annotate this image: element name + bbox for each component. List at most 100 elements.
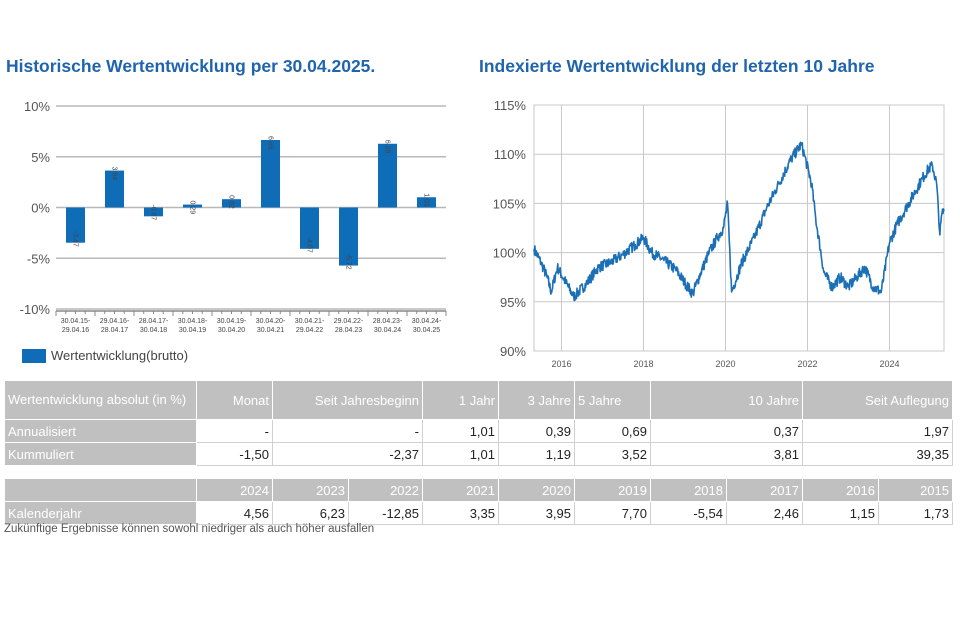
footnote: Zukünftige Ergebnisse können sowohl nied… bbox=[4, 523, 375, 535]
table-header-cell: Wertentwicklung absolut (in %) bbox=[4, 380, 197, 420]
row-label: Annualisiert bbox=[4, 419, 197, 443]
table-header-cell: 1 Jahr bbox=[422, 380, 499, 420]
bar-value-label: 1.01 bbox=[423, 193, 430, 207]
y-tick-label: 115% bbox=[494, 98, 527, 113]
bar-value-label: -0.87 bbox=[150, 204, 157, 220]
line-chart-title: Indexierte Wertentwicklung der letzten 1… bbox=[479, 56, 875, 76]
y-tick-label: 5% bbox=[31, 150, 50, 165]
x-tick-label: 30.04.20 bbox=[218, 327, 245, 334]
bar-value-label: -3.47 bbox=[72, 231, 79, 247]
x-tick-label: 28.04.23- bbox=[373, 318, 403, 325]
bar-value-label: 0.29 bbox=[189, 201, 196, 215]
bar bbox=[339, 207, 358, 266]
table-cell: 3,95 bbox=[498, 501, 575, 525]
table-header-cell: Seit Jahresbeginn bbox=[272, 380, 423, 420]
table-row: Kummuliert -1,50 -2,37 1,01 1,19 3,52 3,… bbox=[4, 442, 953, 466]
y-tick-label: -5% bbox=[27, 251, 51, 266]
table-cell: 0,69 bbox=[574, 419, 651, 443]
y-tick-label: 10% bbox=[24, 99, 50, 114]
x-tick-label: 29.04.22- bbox=[334, 318, 364, 325]
plot-frame bbox=[533, 104, 945, 352]
y-tick-label: 95% bbox=[500, 295, 526, 310]
table-cell: 1,19 bbox=[498, 442, 575, 466]
row-label: Kummuliert bbox=[4, 442, 197, 466]
table-header-cell: 2024 bbox=[196, 478, 273, 502]
x-tick-label: 30.04.21- bbox=[295, 318, 325, 325]
x-tick-label: 30.04.21 bbox=[257, 327, 284, 334]
bar-chart-legend: Wertentwicklung(brutto) bbox=[22, 348, 188, 363]
series-line bbox=[533, 141, 945, 302]
table-header-cell: 2016 bbox=[802, 478, 879, 502]
bar bbox=[222, 199, 241, 208]
table-header-cell: 2020 bbox=[498, 478, 575, 502]
line-chart: 115% 110% 105% 100% 95% 90% 2016 2018 2020 2022 20… bbox=[493, 98, 945, 369]
table-header-cell: Seit Auflegung bbox=[802, 380, 953, 420]
x-tick-label: 30.04.18- bbox=[178, 318, 208, 325]
table-header-cell: 2015 bbox=[878, 478, 953, 502]
table-row: Annualisiert - - 1,01 0,39 0,69 0,37 1,9… bbox=[4, 419, 953, 443]
table-cell: 39,35 bbox=[802, 442, 953, 466]
table-cell: -5,54 bbox=[650, 501, 727, 525]
table-header-cell: Monat bbox=[196, 380, 273, 420]
legend-label: Wertentwicklung(brutto) bbox=[51, 348, 189, 363]
bar bbox=[417, 197, 436, 208]
table-cell: 4,56 bbox=[196, 501, 273, 525]
table-cell: 7,70 bbox=[574, 501, 651, 525]
y-tick-label: -10% bbox=[20, 302, 51, 317]
table-cell: -12,85 bbox=[348, 501, 423, 525]
bar-value-label: 6.28 bbox=[384, 140, 391, 154]
x-tick-label: 2018 bbox=[633, 359, 653, 369]
table-cell: -1,50 bbox=[196, 442, 273, 466]
y-tick-label: 110% bbox=[494, 147, 527, 162]
table-cell: 3,35 bbox=[422, 501, 499, 525]
bar-value-label: 0.82 bbox=[228, 195, 235, 209]
x-tick-label: 2020 bbox=[715, 359, 735, 369]
bar bbox=[183, 204, 202, 208]
bar-chart: 10% 5% 0% -5% -10% -3.47 30.04.15- 29.04.16 3.64… bbox=[20, 99, 447, 334]
table-header-cell: 2023 bbox=[272, 478, 349, 502]
bar-chart-title: Historische Wertentwicklung per 30.04.20… bbox=[6, 56, 376, 76]
x-tick-label: 29.04.16- bbox=[100, 318, 130, 325]
x-tick-label: 30.04.19- bbox=[217, 318, 247, 325]
row-label: Kalenderjahr bbox=[4, 501, 197, 525]
table-cell: - bbox=[196, 419, 273, 443]
table-cell: 1,73 bbox=[878, 501, 953, 525]
table-cell: 1,01 bbox=[422, 419, 499, 443]
y-tick-label: 100% bbox=[493, 246, 527, 261]
table-header-cell: 2017 bbox=[726, 478, 803, 502]
table-cell: 6,23 bbox=[272, 501, 349, 525]
x-tick-label: 29.04.22 bbox=[296, 327, 323, 334]
table-cell: 1,97 bbox=[802, 419, 953, 443]
table-header-cell: 3 Jahre bbox=[498, 380, 575, 420]
table-cell: 3,52 bbox=[574, 442, 651, 466]
table-cell: 0,39 bbox=[498, 419, 575, 443]
bar bbox=[66, 207, 85, 243]
bar bbox=[378, 143, 397, 208]
table-row: Kalenderjahr 4,56 6,23 -12,85 3,35 3,95 … bbox=[4, 501, 953, 525]
table-cell: - bbox=[272, 419, 423, 443]
x-tick-label: 30.04.18 bbox=[140, 327, 167, 334]
x-tick-label: 30.04.15- bbox=[61, 318, 91, 325]
table-header-cell: 2019 bbox=[574, 478, 651, 502]
x-tick-label: 30.04.19 bbox=[179, 327, 206, 334]
bar bbox=[261, 140, 280, 208]
x-tick-label: 30.04.24- bbox=[412, 318, 442, 325]
x-tick-label: 29.04.16 bbox=[62, 327, 89, 334]
x-tick-label: 2016 bbox=[551, 359, 571, 369]
x-tick-label: 2024 bbox=[879, 359, 899, 369]
x-tick-label: 28.04.23 bbox=[335, 327, 362, 334]
table-header-cell: 2022 bbox=[348, 478, 423, 502]
bar-value-label: 6.65 bbox=[267, 136, 274, 150]
calendar-year-table: 2024 2023 2022 2021 2020 2019 2018 2017 … bbox=[4, 478, 953, 525]
table-header-cell: 2018 bbox=[650, 478, 727, 502]
bar bbox=[105, 170, 124, 208]
table-header-cell: 5 Jahre bbox=[574, 380, 651, 420]
bar bbox=[300, 207, 319, 249]
y-tick-label: 105% bbox=[493, 196, 527, 211]
legend-swatch bbox=[22, 348, 46, 363]
table-cell: 1,01 bbox=[422, 442, 499, 466]
performance-table: Wertentwicklung absolut (in %) Monat Sei… bbox=[4, 380, 953, 466]
table-cell: 2,46 bbox=[726, 501, 803, 525]
table-cell: 0,37 bbox=[650, 419, 803, 443]
x-tick-label: 30.04.24 bbox=[374, 327, 401, 334]
